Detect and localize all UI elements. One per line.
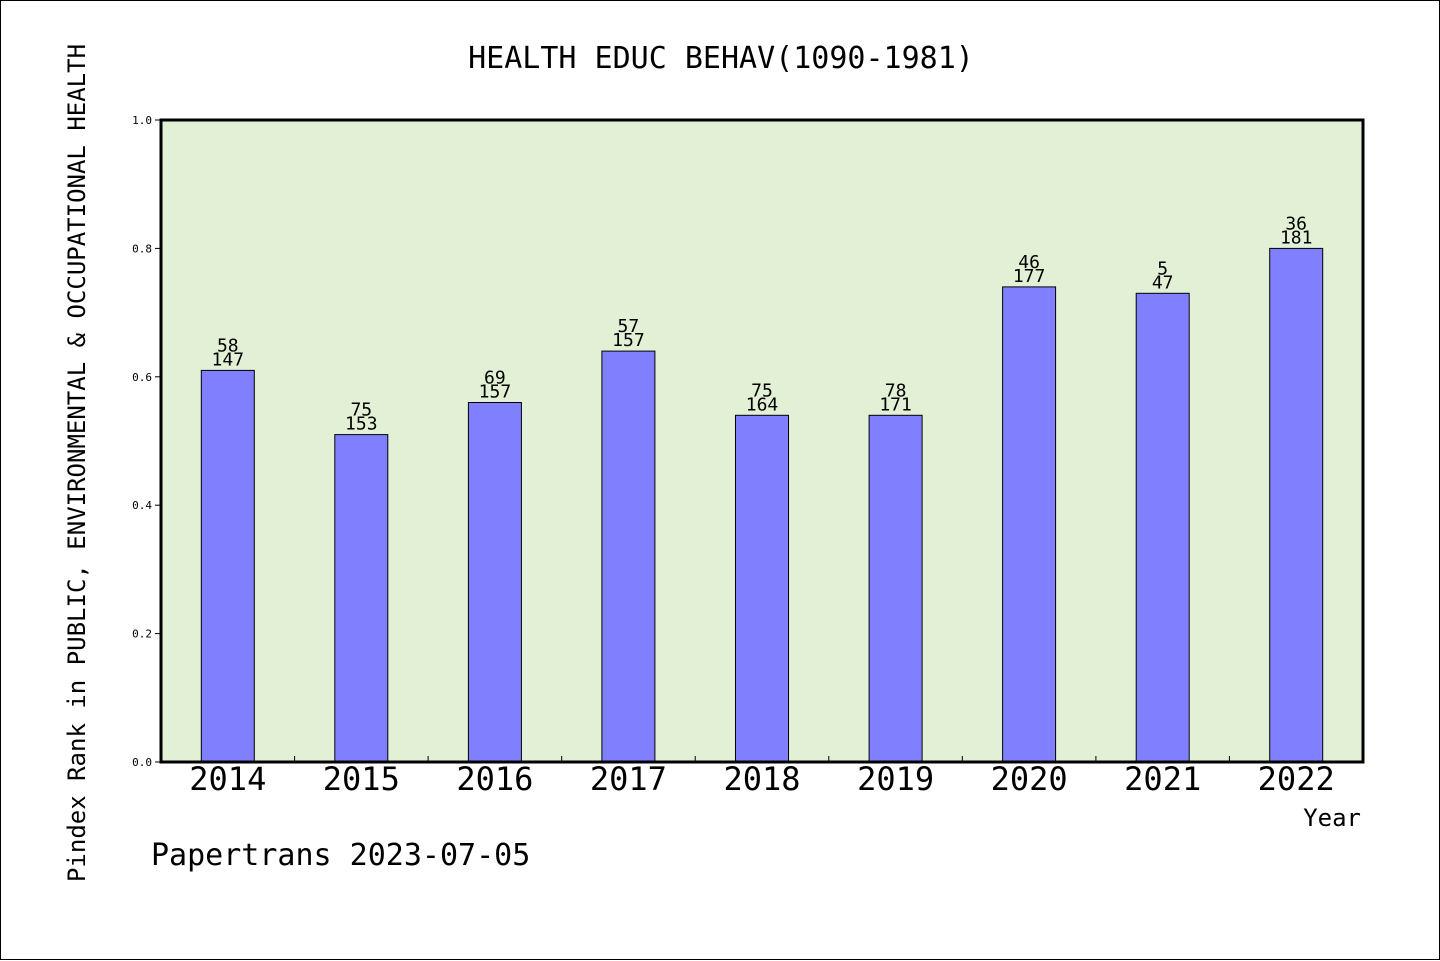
bar-label-bottom: 164 [746,394,779,415]
bar-label-top: 75 [751,380,773,401]
chart-title: HEALTH EDUC BEHAV(1090-1981) [468,41,974,76]
y-tick-label: 0.4 [132,499,152,512]
bar-label-bottom: 157 [479,382,512,403]
x-axis: 2014 2015 2016 2017 2018 2019 2020 2021 2022 [189,756,1335,798]
x-tick-label: 2019 [857,760,934,798]
bar-label-top: 58 [217,335,239,356]
y-tick-label: 0.0 [132,756,152,769]
bar-2016 [467,402,522,763]
bar-label-bottom: 177 [1013,266,1046,287]
y-tick-label: 0.6 [132,371,152,384]
plot-frame [159,118,1365,764]
x-tick-label: 2022 [1258,760,1335,798]
x-tick-label: 2021 [1124,760,1201,798]
bar-label-top: 69 [484,368,506,389]
bar-label-top: 75 [350,400,372,421]
bar-2019 [868,414,923,763]
bar-label-top: 5 [1157,258,1168,279]
y-axis-label: Pindex Rank in PUBLIC, ENVIRONMENTAL & O… [63,44,91,882]
x-tick-label: 2015 [323,760,400,798]
bar-2015 [334,434,389,763]
y-axis: 0.0 0.2 0.4 0.6 0.8 1.0 [132,114,161,769]
bar-label-bottom: 147 [212,349,245,370]
bar-label-bottom: 47 [1152,272,1174,293]
y-tick-label: 0.8 [132,242,152,255]
bar-label-bottom: 157 [612,330,645,351]
x-tick-label: 2017 [590,760,667,798]
bar-label-top: 36 [1285,213,1307,234]
x-tick-label: 2018 [723,760,800,798]
bar-label-top: 78 [885,380,907,401]
y-tick-label: 1.0 [132,114,152,127]
bar-label-bottom: 171 [879,394,912,415]
bar-label-bottom: 153 [345,414,378,435]
footer-credit: Papertrans 2023-07-05 [151,838,530,873]
bar-2020 [1002,286,1057,763]
y-tick-label: 0.2 [132,628,152,641]
x-tick-label: 2014 [189,760,266,798]
bar-label-top: 57 [618,316,640,337]
bar-2021 [1135,292,1190,763]
bar-label-top: 46 [1018,252,1040,273]
x-tick-label: 2020 [991,760,1068,798]
x-tick-label: 2016 [456,760,533,798]
x-axis-label: Year [1303,804,1361,832]
bar-2018 [735,414,789,763]
bar-2014 [200,369,255,763]
bar-2017 [601,350,656,763]
bars-layer [200,247,1324,763]
bar-2022 [1269,247,1324,763]
bar-label-bottom: 181 [1280,227,1313,248]
